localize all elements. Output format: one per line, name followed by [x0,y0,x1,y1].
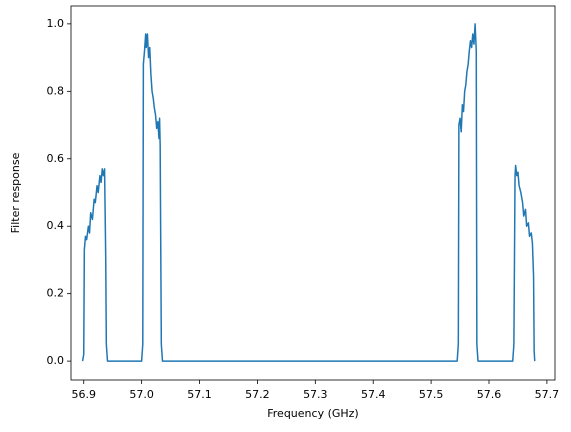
x-tick-label: 57.0 [129,388,154,401]
x-tick-label: 56.9 [71,388,96,401]
x-tick-label: 57.4 [361,388,386,401]
y-axis-label: Filter response [9,152,22,233]
y-tick-label: 0.4 [47,219,65,232]
data-line [81,23,536,362]
x-tick-label: 57.1 [187,388,212,401]
y-tick-label: 0.8 [47,84,65,97]
y-tick-label: 1.0 [47,17,65,30]
x-tick-label: 57.6 [477,388,502,401]
y-tick-label: 0.2 [47,287,65,300]
x-tick-label: 57.7 [535,388,560,401]
x-tick-label: 57.3 [303,388,328,401]
y-tick-label: 0.6 [47,152,65,165]
x-tick-label: 57.5 [419,388,444,401]
y-tick-label: 0.0 [47,354,65,367]
x-axis-label: Frequency (GHz) [267,407,358,420]
axes-frame [70,5,556,381]
x-tick-label: 57.2 [245,388,270,401]
